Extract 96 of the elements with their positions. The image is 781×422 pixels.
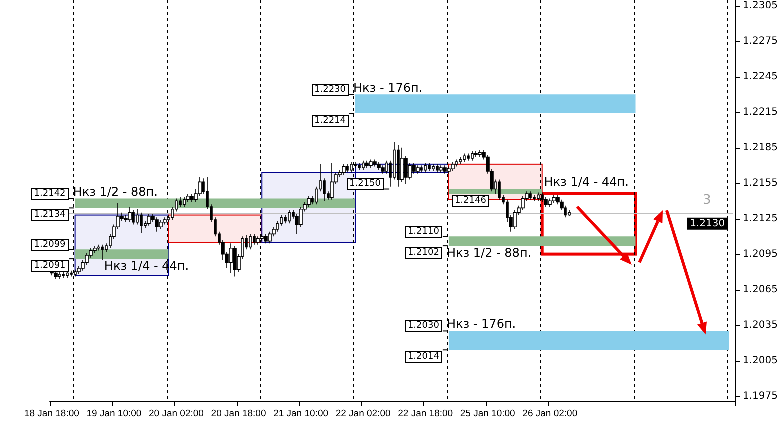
- candlestick: [346, 164, 349, 174]
- candlestick: [307, 196, 311, 208]
- candlestick: [544, 197, 548, 208]
- candlestick: [513, 210, 517, 230]
- candlestick: [233, 246, 237, 278]
- x-tick-label: 25 Jan 10:00: [460, 408, 516, 420]
- candlestick: [93, 246, 97, 254]
- candlestick: [439, 165, 443, 174]
- candlestick: [147, 214, 151, 226]
- candlestick: [183, 197, 186, 208]
- candlestick: [229, 243, 233, 274]
- candlestick: [478, 150, 482, 158]
- candlestick: [179, 197, 182, 208]
- candlestick: [140, 212, 143, 234]
- annotation: 1.2030: [404, 320, 442, 332]
- candlestick: [420, 165, 423, 174]
- candlestick: [451, 162, 455, 172]
- candlestick: [159, 220, 163, 230]
- annotation: 1.2142: [31, 188, 69, 200]
- annotation: 1.2146: [452, 194, 490, 207]
- y-tick-label: 1.2125: [743, 213, 778, 224]
- candlestick: [132, 210, 135, 226]
- candlestick: [416, 165, 420, 174]
- candlestick: [268, 231, 272, 244]
- y-tick-label: 1.2095: [743, 248, 778, 260]
- y-tick-label: 1.2185: [743, 142, 778, 154]
- ref-line-label: 1.2130: [690, 218, 726, 230]
- candlestick: [498, 179, 501, 200]
- candlestick: [467, 153, 470, 162]
- annotation: 1.2110: [404, 226, 442, 238]
- candlestick: [471, 151, 474, 162]
- candlestick: [552, 194, 556, 204]
- candlestick: [459, 156, 462, 165]
- y-tick-label: 1.2305: [743, 0, 778, 12]
- x-tick-label: 26 Jan 02:00: [522, 408, 578, 420]
- x-tick-label: 19 Jan 10:00: [86, 408, 142, 420]
- candlestick: [190, 194, 194, 203]
- candlestick: [400, 147, 404, 183]
- band-label: Нкз 1/2 - 88п.: [446, 246, 532, 260]
- annotation: 1.2150: [346, 178, 384, 190]
- y-tick-label: 1.2215: [743, 106, 778, 118]
- candlestick: [284, 214, 287, 224]
- candlestick: [455, 159, 458, 168]
- candlestick: [548, 198, 552, 208]
- candlestick: [369, 159, 373, 168]
- candlestick: [436, 164, 439, 174]
- candlestick: [128, 206, 132, 223]
- candlestick: [428, 162, 431, 172]
- annotation: 1.2134: [31, 209, 69, 222]
- x-tick-label: 20 Jan 02:00: [149, 408, 204, 420]
- annotation: 1.2230: [312, 84, 350, 96]
- candlestick: [264, 234, 268, 244]
- annotation: 3: [703, 192, 712, 208]
- candlestick: [249, 234, 252, 250]
- x-tick-label: 18 Jan 18:00: [24, 408, 80, 420]
- candlestick: [432, 164, 435, 172]
- candlestick: [155, 217, 159, 232]
- y-tick-label: 1.2005: [743, 355, 778, 366]
- annotation: 1.2214: [312, 114, 350, 127]
- candlestick: [342, 164, 346, 176]
- band-label: Нкз 1/2 - 88п.: [73, 184, 158, 199]
- candlestick: [365, 160, 369, 168]
- y-tick-label: 1.1975: [743, 390, 778, 402]
- candlestick: [397, 145, 400, 188]
- candlestick: [288, 210, 291, 224]
- candlestick: [474, 151, 478, 158]
- annotation: 1.2091: [31, 260, 69, 272]
- band-label: Нкз - 176п.: [446, 317, 516, 332]
- candlestick: [529, 191, 532, 200]
- annotation: 1.2099: [31, 238, 69, 251]
- band-label: Нкз 1/4 - 44п.: [544, 175, 629, 190]
- x-tick-label: 22 Jan 18:00: [398, 408, 454, 420]
- y-tick-label: 1.2155: [743, 178, 778, 189]
- candlestick: [568, 210, 571, 217]
- candlestick: [101, 244, 104, 261]
- candlestick: [186, 194, 190, 203]
- candlestick: [330, 162, 334, 200]
- candlestick: [377, 162, 381, 171]
- candlestick: [373, 159, 377, 168]
- candlestick: [424, 162, 427, 174]
- candlestick: [358, 162, 361, 171]
- y-tick-label: 1.2035: [743, 320, 778, 331]
- candlestick: [533, 194, 536, 202]
- y-tick-label: 1.2245: [743, 71, 778, 82]
- annotation: 1.2102: [404, 247, 442, 260]
- x-tick-label: 21 Jan 10:00: [274, 408, 329, 420]
- candlestick: [253, 234, 256, 246]
- candlestick: [381, 165, 385, 174]
- x-tick-label: 22 Jan 02:00: [336, 408, 391, 420]
- x-tick-label: 20 Jan 18:00: [211, 408, 266, 420]
- y-tick-label: 1.2275: [743, 36, 778, 47]
- candlestick: [362, 160, 365, 171]
- annotation: 1.2014: [404, 351, 442, 364]
- y-tick-label: 1.2065: [743, 284, 778, 296]
- band-label: Нкз - 176п.: [354, 80, 423, 95]
- candlestick: [463, 153, 466, 162]
